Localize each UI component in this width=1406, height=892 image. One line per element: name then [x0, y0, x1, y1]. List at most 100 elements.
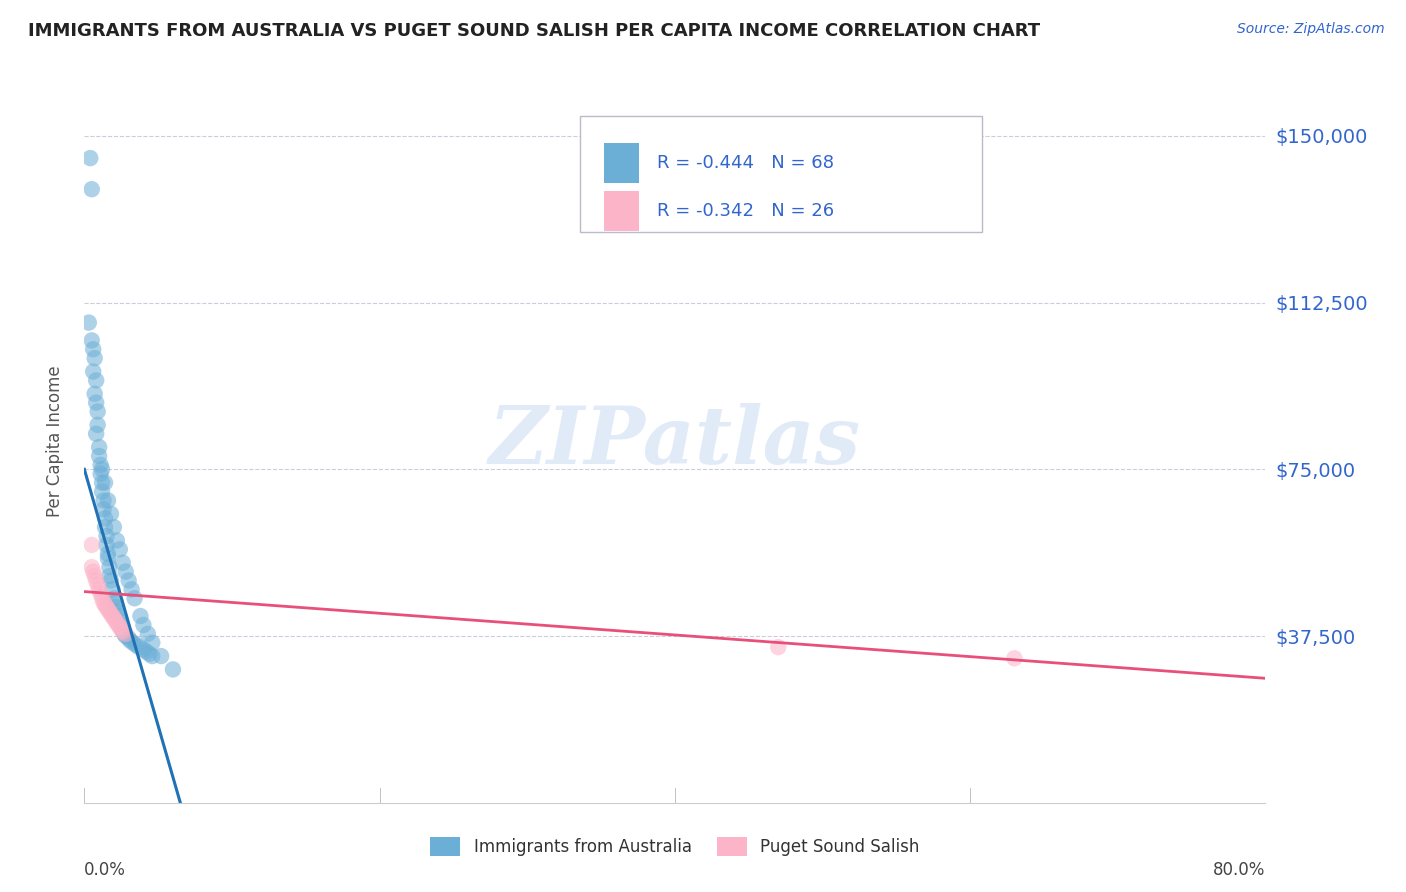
Y-axis label: Per Capita Income: Per Capita Income — [45, 366, 63, 517]
Point — [96, 538, 118, 552]
Point — [110, 623, 132, 637]
Point — [84, 426, 107, 441]
FancyBboxPatch shape — [605, 191, 640, 231]
Point — [98, 605, 121, 619]
Point — [94, 511, 117, 525]
Point — [90, 587, 112, 601]
Point — [80, 538, 103, 552]
Point — [93, 502, 115, 516]
Point — [79, 151, 101, 165]
Point — [97, 493, 120, 508]
Point — [97, 547, 120, 561]
Point — [86, 404, 108, 418]
Text: ZIPatlas: ZIPatlas — [489, 403, 860, 480]
FancyBboxPatch shape — [605, 143, 640, 183]
Point — [114, 565, 136, 579]
Point — [96, 529, 118, 543]
Point — [87, 449, 111, 463]
Point — [83, 351, 105, 366]
FancyBboxPatch shape — [581, 116, 981, 232]
Point — [96, 600, 118, 615]
Point — [97, 602, 120, 616]
Text: R = -0.342   N = 26: R = -0.342 N = 26 — [657, 202, 834, 220]
Point — [141, 636, 163, 650]
Point — [103, 611, 125, 625]
Point — [112, 627, 135, 641]
Point — [90, 467, 112, 481]
Point — [108, 542, 131, 557]
Point — [87, 440, 111, 454]
Point — [141, 649, 163, 664]
Point — [80, 182, 103, 196]
Point — [114, 629, 136, 643]
Point — [101, 582, 124, 597]
Text: 0.0%: 0.0% — [84, 861, 127, 879]
Point — [82, 565, 104, 579]
Point — [100, 574, 122, 588]
Point — [82, 364, 104, 378]
Point — [93, 596, 115, 610]
Point — [105, 605, 128, 619]
Point — [125, 638, 148, 652]
Point — [86, 417, 108, 432]
Point — [162, 662, 184, 676]
Point — [84, 574, 107, 588]
Point — [129, 609, 152, 624]
Text: 80.0%: 80.0% — [1213, 861, 1265, 879]
Point — [120, 633, 142, 648]
Point — [135, 645, 157, 659]
Point — [107, 609, 129, 624]
Point — [91, 591, 114, 606]
Point — [108, 614, 131, 628]
Point — [87, 582, 111, 597]
Point — [122, 636, 145, 650]
Point — [80, 334, 103, 348]
Legend: Immigrants from Australia, Puget Sound Salish: Immigrants from Australia, Puget Sound S… — [423, 830, 927, 863]
Point — [86, 578, 108, 592]
Point — [118, 632, 141, 646]
Point — [91, 484, 114, 499]
Point — [97, 551, 120, 566]
Point — [98, 569, 121, 583]
Point — [84, 395, 107, 409]
Point — [83, 386, 105, 401]
Point — [132, 618, 155, 632]
Point — [105, 533, 128, 548]
Point — [84, 373, 107, 387]
Point — [136, 627, 159, 641]
Point — [104, 614, 127, 628]
Point — [124, 591, 146, 606]
Point — [104, 596, 127, 610]
Point — [111, 623, 134, 637]
Point — [107, 618, 129, 632]
Point — [150, 649, 173, 664]
Point — [768, 640, 790, 655]
Point — [82, 343, 104, 357]
Point — [91, 462, 114, 476]
Point — [121, 582, 143, 597]
Point — [98, 560, 121, 574]
Point — [108, 620, 131, 634]
Point — [94, 520, 117, 534]
Point — [90, 458, 112, 472]
Point — [93, 493, 115, 508]
Point — [94, 475, 117, 490]
Point — [104, 600, 127, 615]
Point — [138, 647, 160, 661]
Text: IMMIGRANTS FROM AUSTRALIA VS PUGET SOUND SALISH PER CAPITA INCOME CORRELATION CH: IMMIGRANTS FROM AUSTRALIA VS PUGET SOUND… — [28, 22, 1040, 40]
Point — [100, 607, 122, 621]
Point — [111, 556, 134, 570]
Text: Source: ZipAtlas.com: Source: ZipAtlas.com — [1237, 22, 1385, 37]
Point — [77, 316, 100, 330]
Point — [101, 609, 124, 624]
Point — [114, 627, 136, 641]
Point — [1004, 651, 1026, 665]
Point — [111, 624, 134, 639]
Point — [103, 520, 125, 534]
Point — [80, 560, 103, 574]
Point — [128, 640, 150, 655]
Point — [105, 615, 128, 630]
Point — [91, 475, 114, 490]
Point — [94, 598, 117, 612]
Point — [132, 642, 155, 657]
